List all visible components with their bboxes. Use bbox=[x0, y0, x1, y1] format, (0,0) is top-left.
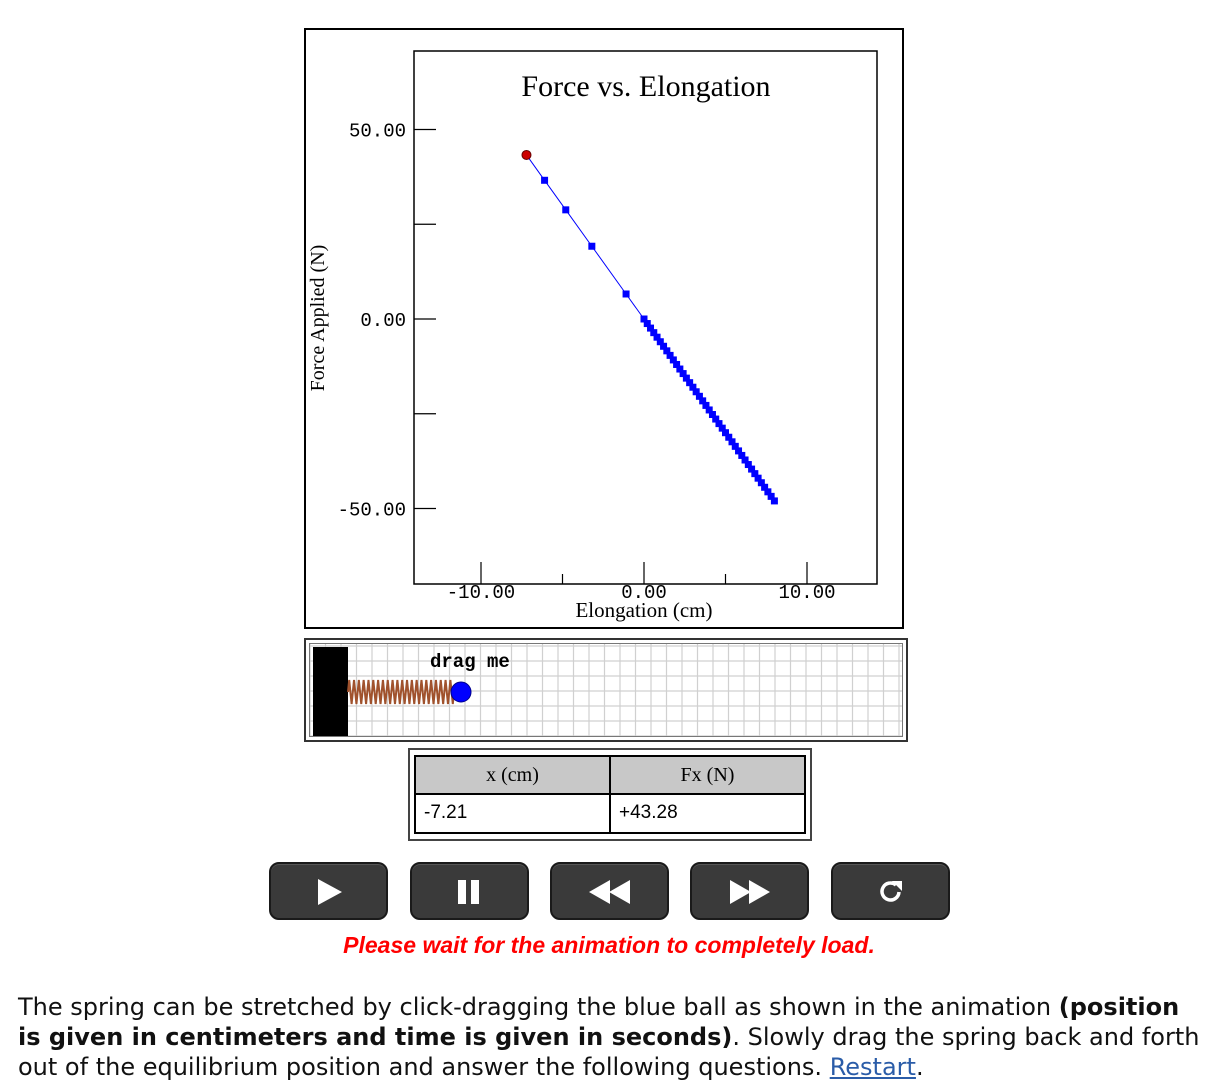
graph-canvas: Force vs. Elongation Force Applied (N) E… bbox=[307, 50, 878, 622]
data-point bbox=[744, 461, 752, 469]
data-point bbox=[767, 492, 775, 500]
x-tick-label: 10.00 bbox=[778, 582, 835, 604]
fx-value: +43.28 bbox=[609, 793, 806, 834]
data-point bbox=[699, 397, 707, 405]
data-point bbox=[695, 392, 703, 400]
restart-link[interactable]: Restart bbox=[829, 1053, 916, 1081]
data-point bbox=[640, 315, 648, 323]
data-point bbox=[702, 401, 710, 409]
data-point bbox=[761, 483, 769, 491]
pause-icon bbox=[458, 880, 479, 904]
fx-column-header: Fx (N) bbox=[609, 755, 806, 795]
data-point bbox=[541, 176, 549, 184]
y-tick-label: 50.00 bbox=[349, 121, 406, 143]
fast-forward-icon bbox=[730, 880, 770, 904]
instructions-part2: . Slowly drag the spring back and forth … bbox=[18, 1023, 1200, 1081]
force-elongation-graph: Force vs. Elongation Force Applied (N) E… bbox=[304, 28, 904, 629]
data-point bbox=[682, 374, 690, 382]
data-point bbox=[689, 383, 697, 391]
spring-coil bbox=[347, 679, 455, 705]
data-point bbox=[666, 351, 674, 359]
y-tick-label: -50.00 bbox=[338, 500, 406, 522]
pause-button[interactable] bbox=[410, 862, 529, 920]
x-tick-label: -10.00 bbox=[447, 582, 515, 604]
x-tick-label: 0.00 bbox=[621, 582, 667, 604]
reset-icon bbox=[880, 881, 902, 902]
fast-forward-button[interactable] bbox=[690, 862, 809, 920]
data-point bbox=[588, 242, 596, 250]
instructions-part1: The spring can be stretched by click-dra… bbox=[18, 993, 1059, 1021]
play-button[interactable] bbox=[269, 862, 388, 920]
x-value: -7.21 bbox=[414, 793, 611, 834]
y-axis-ticks: 50.00 0.00 -50.00 bbox=[338, 121, 436, 522]
instructions-text: The spring can be stretched by click-dra… bbox=[18, 992, 1208, 1082]
drag-ball[interactable] bbox=[450, 681, 472, 703]
rewind-button[interactable] bbox=[550, 862, 669, 920]
data-point bbox=[622, 290, 630, 298]
chart-title: Force vs. Elongation bbox=[521, 70, 770, 103]
data-point bbox=[650, 329, 658, 337]
data-point bbox=[712, 415, 720, 423]
data-point bbox=[741, 456, 749, 464]
data-point bbox=[735, 447, 743, 455]
data-point bbox=[754, 474, 762, 482]
data-point bbox=[656, 338, 664, 346]
data-point bbox=[669, 356, 677, 364]
data-point bbox=[679, 370, 687, 378]
data-point bbox=[643, 320, 651, 328]
spring bbox=[347, 679, 455, 705]
data-point bbox=[718, 424, 726, 432]
data-point bbox=[705, 406, 713, 414]
x-column-header: x (cm) bbox=[414, 755, 611, 795]
data-point bbox=[692, 388, 700, 396]
data-point bbox=[731, 442, 739, 450]
spring-grid: drag me bbox=[309, 643, 903, 737]
current-point bbox=[521, 149, 532, 160]
data-point bbox=[660, 342, 668, 350]
y-axis-label: Force Applied (N) bbox=[307, 245, 329, 392]
instructions-bold: (position is given in centimeters and ti… bbox=[18, 993, 1180, 1051]
x-axis-label: Elongation (cm) bbox=[575, 598, 712, 622]
rewind-icon bbox=[589, 880, 630, 904]
data-point bbox=[770, 497, 778, 505]
data-point bbox=[653, 333, 661, 341]
data-points bbox=[521, 149, 778, 505]
data-point bbox=[751, 470, 759, 478]
reset-button[interactable] bbox=[831, 862, 950, 920]
data-point bbox=[725, 433, 733, 441]
drag-label: drag me bbox=[430, 651, 510, 673]
spring-canvas: drag me bbox=[310, 644, 902, 736]
data-point bbox=[562, 206, 570, 214]
data-point bbox=[738, 451, 746, 459]
spring-animation-panel: drag me bbox=[304, 638, 908, 742]
x-axis-ticks: -10.00 0.00 10.00 bbox=[447, 562, 836, 604]
data-point bbox=[676, 365, 684, 373]
data-point bbox=[722, 429, 729, 437]
play-icon bbox=[318, 879, 342, 905]
data-point bbox=[686, 379, 694, 387]
data-point bbox=[663, 347, 671, 355]
status-message: Please wait for the animation to complet… bbox=[343, 932, 875, 958]
data-point bbox=[748, 465, 756, 473]
data-point bbox=[647, 324, 655, 332]
data-point bbox=[673, 360, 681, 368]
y-tick-label: 0.00 bbox=[360, 310, 406, 332]
data-point bbox=[757, 479, 765, 487]
data-point bbox=[764, 488, 772, 496]
data-point bbox=[708, 411, 716, 419]
data-point bbox=[728, 438, 736, 446]
wall bbox=[313, 647, 348, 736]
data-point bbox=[715, 420, 723, 428]
readout-table: x (cm) Fx (N) -7.21 +43.28 bbox=[408, 748, 812, 841]
instructions-end: . bbox=[915, 1053, 924, 1081]
